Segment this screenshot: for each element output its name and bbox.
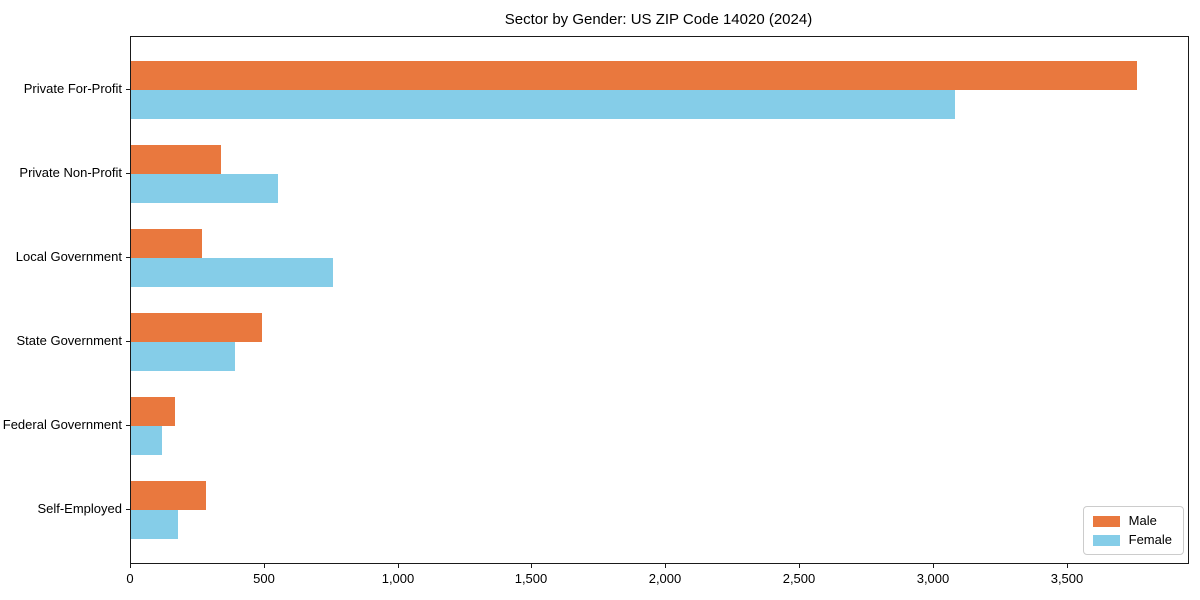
y-tick-mark: [126, 257, 130, 258]
y-axis-label: Federal Government: [2, 417, 122, 432]
plot-area: Male Female: [130, 36, 1189, 564]
bar-female-5: [131, 510, 178, 539]
bar-male-2: [131, 229, 202, 258]
x-tick-mark: [799, 564, 800, 568]
male-legend-label: Male: [1128, 513, 1157, 528]
x-tick-mark: [398, 564, 399, 568]
y-tick-mark: [126, 509, 130, 510]
bar-female-4: [131, 426, 162, 455]
bar-male-4: [131, 397, 176, 426]
x-tick-mark: [933, 564, 934, 568]
x-axis-label: 0: [126, 571, 134, 586]
x-tick-mark: [1067, 564, 1068, 568]
chart-title: Sector by Gender: US ZIP Code 14020 (202…: [504, 11, 813, 28]
bar-male-1: [131, 145, 221, 174]
y-tick-mark: [126, 173, 130, 174]
x-axis-label: 2,500: [782, 571, 816, 586]
female-legend-swatch: [1092, 534, 1120, 546]
x-tick-mark: [130, 564, 131, 568]
x-axis-label: 1,000: [381, 571, 415, 586]
bar-male-0: [131, 61, 1138, 90]
bar-female-0: [131, 90, 956, 119]
x-axis-label: 3,000: [916, 571, 950, 586]
y-axis-label: State Government: [16, 333, 123, 348]
x-axis-label: 1,500: [514, 571, 548, 586]
x-axis-label: 500: [253, 571, 275, 586]
bar-female-1: [131, 174, 279, 203]
y-axis-label: Private For-Profit: [23, 81, 122, 96]
y-axis-label: Private Non-Profit: [19, 165, 122, 180]
y-axis-label: Local Government: [15, 249, 122, 264]
bar-female-2: [131, 258, 334, 287]
male-legend-swatch: [1092, 515, 1120, 527]
x-tick-mark: [531, 564, 532, 568]
legend-item-male: Male: [1092, 513, 1172, 528]
y-tick-mark: [126, 341, 130, 342]
bar-male-3: [131, 313, 263, 342]
y-axis-label: Self-Employed: [37, 501, 122, 516]
y-tick-mark: [126, 425, 130, 426]
bar-female-3: [131, 342, 236, 371]
x-tick-mark: [264, 564, 265, 568]
female-legend-label: Female: [1128, 532, 1172, 547]
legend: Male Female: [1082, 506, 1184, 555]
legend-item-female: Female: [1092, 532, 1172, 547]
x-axis-label: 3,500: [1050, 571, 1084, 586]
y-tick-mark: [126, 89, 130, 90]
bar-male-5: [131, 481, 206, 510]
x-axis-label: 2,000: [648, 571, 682, 586]
x-tick-mark: [665, 564, 666, 568]
